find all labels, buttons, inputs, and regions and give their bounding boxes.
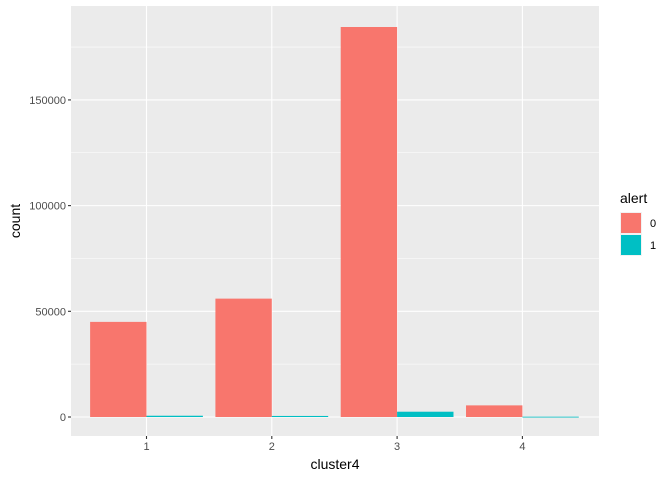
x-tick-label: 1 [143, 441, 149, 453]
legend-key-0 [621, 213, 641, 233]
y-tick-label: 0 [60, 412, 66, 424]
plot-panel [71, 6, 599, 436]
x-tick-label: 4 [519, 441, 525, 453]
bars [90, 27, 579, 418]
x-tick-label: 2 [269, 441, 275, 453]
legend-label-0: 0 [650, 218, 656, 230]
x-tick-label: 3 [394, 441, 400, 453]
bar-alert-1-cluster-4 [522, 416, 579, 418]
bar-alert-1-cluster-1 [146, 415, 203, 417]
y-tick-label: 50000 [35, 306, 66, 318]
y-tick-label: 100000 [29, 201, 66, 213]
legend-key-1 [621, 235, 641, 255]
bar-alert-0-cluster-1 [90, 321, 147, 417]
legend: alert 0 1 [620, 190, 656, 256]
bar-alert-1-cluster-3 [397, 411, 454, 417]
y-tick-label: 150000 [29, 95, 66, 107]
y-axis-ticks: 0 50000 100000 150000 [29, 95, 71, 424]
bar-alert-0-cluster-3 [340, 27, 398, 417]
bar-alert-0-cluster-2 [215, 298, 272, 417]
legend-label-1: 1 [650, 240, 656, 252]
x-axis-title: cluster4 [310, 456, 359, 472]
x-axis-ticks: 1 2 3 4 [143, 436, 525, 453]
legend-title: alert [620, 190, 647, 206]
y-axis-title: count [7, 204, 23, 238]
bar-alert-1-cluster-2 [271, 415, 329, 417]
bar-alert-0-cluster-4 [466, 405, 523, 417]
grid-minor [71, 46, 599, 365]
